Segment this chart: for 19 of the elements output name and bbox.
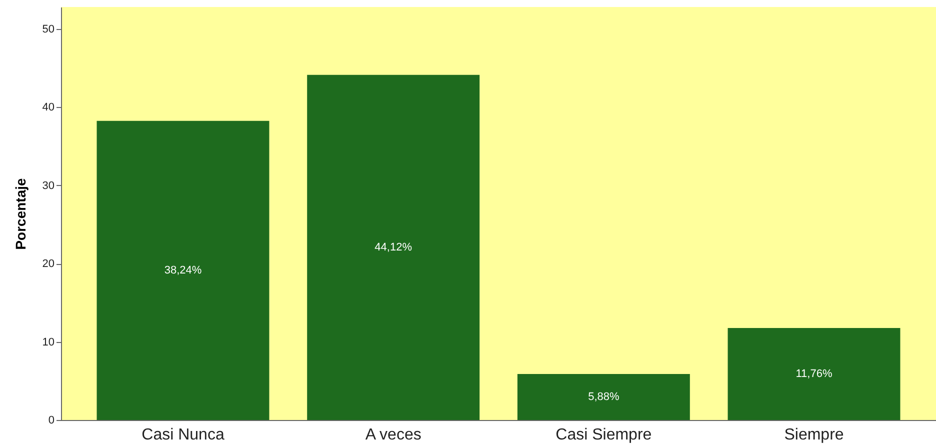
- x-tick-label: Siempre: [784, 426, 844, 444]
- bar: [728, 328, 900, 420]
- data-label: 5,88%: [588, 391, 620, 404]
- x-tick-label: A veces: [365, 426, 422, 444]
- x-tick-label: Casi Siempre: [556, 426, 652, 444]
- x-tick-label: Casi Nunca: [142, 426, 224, 444]
- y-tick-label: 50: [42, 23, 54, 36]
- y-tick-label: 20: [42, 258, 54, 270]
- data-label: 44,12%: [374, 241, 412, 254]
- data-label: 11,76%: [796, 368, 832, 380]
- y-tick-label: 30: [42, 180, 54, 192]
- y-tick-label: 40: [42, 102, 54, 114]
- bar: [96, 120, 270, 420]
- y-tick-label: 10: [42, 336, 54, 348]
- data-label: 38,24%: [164, 264, 202, 276]
- y-axis-title: Porcentaje: [12, 178, 28, 250]
- bar: [307, 74, 480, 420]
- y-tick-label: 0: [48, 414, 54, 426]
- bar: [517, 374, 690, 420]
